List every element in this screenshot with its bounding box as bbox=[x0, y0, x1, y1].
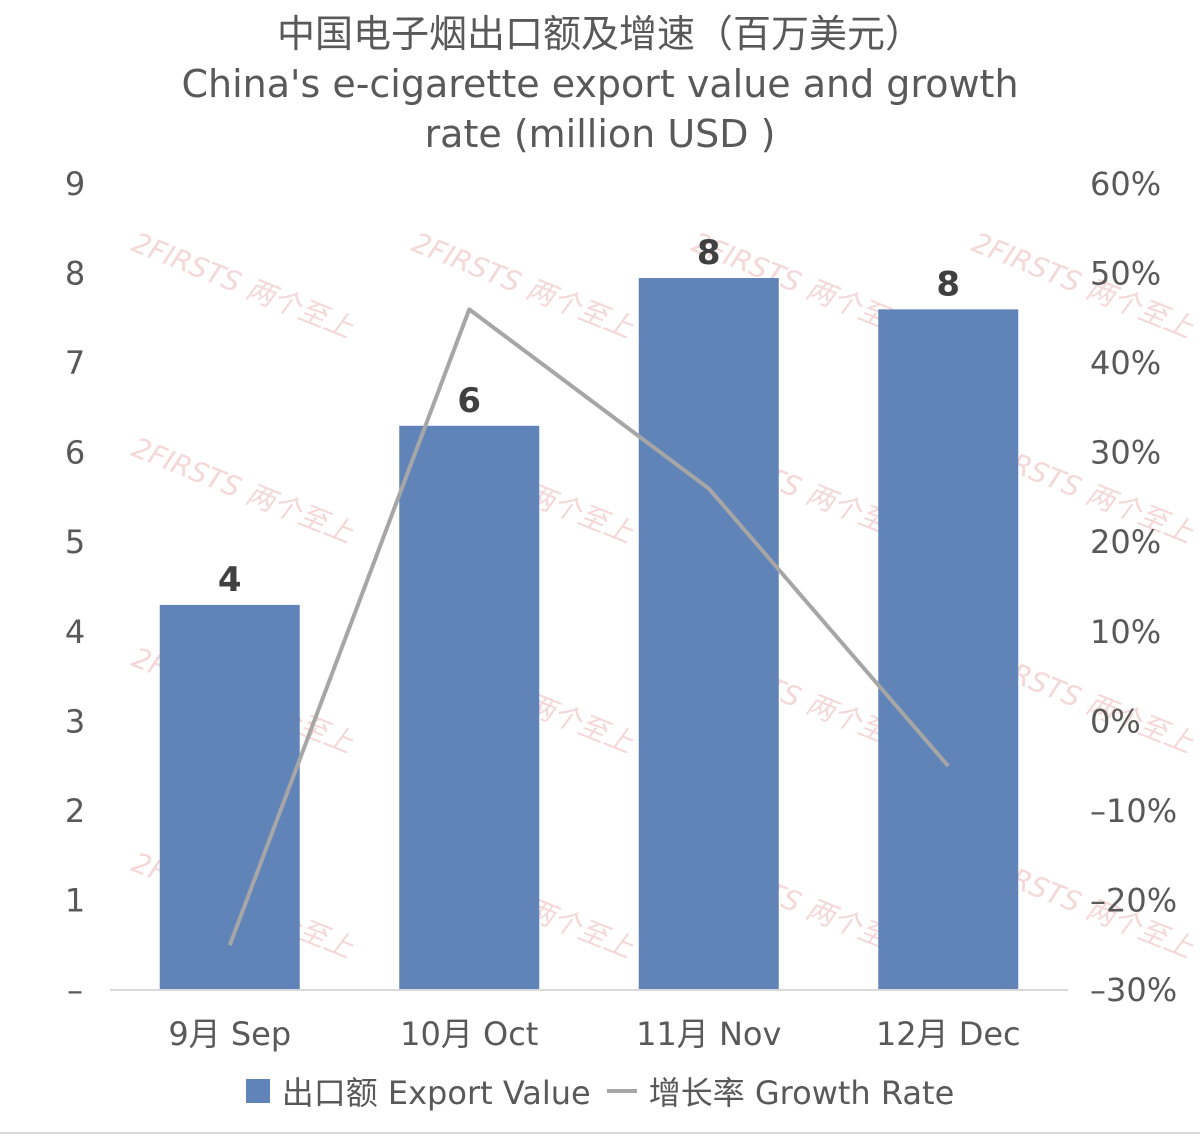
left-axis-tick: 6 bbox=[65, 434, 85, 472]
left-axis-tick: 7 bbox=[65, 344, 85, 382]
bar-data-label: 6 bbox=[457, 381, 481, 421]
left-axis-tick: – bbox=[67, 971, 83, 1009]
watermark-text: 2FIRSTS 两个至上 bbox=[407, 226, 638, 345]
left-axis-tick: 9 bbox=[65, 165, 85, 203]
legend-item-growth-rate: 增长率 Growth Rate bbox=[606, 1068, 955, 1114]
bar-data-label: 4 bbox=[218, 560, 242, 600]
chart-title-chinese: 中国电子烟出口额及增速（百万美元） bbox=[276, 12, 923, 56]
data-labels-layer: 4 6 8 8 bbox=[218, 233, 960, 946]
bar-data-label: 8 bbox=[697, 233, 721, 273]
right-axis-tick: 20% bbox=[1090, 523, 1161, 561]
chart-title-english-line2: rate (million USD ) bbox=[424, 112, 776, 156]
export-value-bar bbox=[159, 604, 300, 990]
legend-line-label: 增长率 Growth Rate bbox=[648, 1074, 955, 1112]
right-axis-tick: –10% bbox=[1090, 792, 1177, 830]
left-axis-tick: 5 bbox=[65, 523, 85, 561]
right-axis-tick: 0% bbox=[1090, 702, 1141, 740]
right-axis-tick: 40% bbox=[1090, 344, 1161, 382]
right-axis-tick: 50% bbox=[1090, 255, 1161, 293]
left-axis-tick: 8 bbox=[65, 255, 85, 293]
bars-layer bbox=[159, 278, 1019, 990]
category-label: 9月 Sep bbox=[168, 1015, 291, 1053]
legend-line-swatch bbox=[606, 1089, 637, 1093]
export-value-bar bbox=[878, 309, 1019, 990]
legend: 出口额 Export Value 增长率 Growth Rate bbox=[0, 1068, 1200, 1114]
watermark-text: 2FIRSTS 两个至上 bbox=[127, 226, 358, 345]
left-axis-tick: 1 bbox=[65, 881, 85, 919]
right-axis-tick: 30% bbox=[1090, 434, 1161, 472]
left-axis-tick: 3 bbox=[65, 702, 85, 740]
category-label: 11月 Nov bbox=[636, 1015, 781, 1053]
chart-title-english-line1: China's e-cigarette export value and gro… bbox=[181, 62, 1019, 106]
category-label: 10月 Oct bbox=[400, 1015, 538, 1053]
left-axis-tick: 2 bbox=[65, 792, 85, 830]
bottom-divider bbox=[0, 1132, 1200, 1134]
right-axis-tick: –30% bbox=[1090, 971, 1177, 1009]
bar-data-label: 8 bbox=[936, 264, 960, 304]
right-axis: –30% –20% –10% 0% 10% 20% 30% 40% 50% 60% bbox=[1090, 165, 1177, 1009]
right-axis-tick: –20% bbox=[1090, 881, 1177, 919]
legend-bar-label: 出口额 Export Value bbox=[281, 1074, 591, 1112]
category-label: 12月 Dec bbox=[876, 1015, 1021, 1053]
right-axis-tick: 10% bbox=[1090, 613, 1161, 651]
legend-bar-swatch bbox=[245, 1079, 270, 1103]
left-axis-tick: 4 bbox=[65, 613, 85, 651]
right-axis-tick: 60% bbox=[1090, 165, 1161, 203]
growth-rate-line bbox=[227, 307, 950, 946]
left-axis: – 1 2 3 4 5 6 7 8 9 bbox=[65, 165, 85, 1009]
export-value-bar bbox=[638, 278, 779, 990]
category-axis: 9月 Sep 10月 Oct 11月 Nov 12月 Dec bbox=[168, 1015, 1020, 1053]
export-value-bar bbox=[399, 425, 540, 990]
watermark-text: 2FIRSTS 两个至上 bbox=[127, 431, 358, 550]
legend-item-export-value: 出口额 Export Value bbox=[245, 1068, 591, 1114]
